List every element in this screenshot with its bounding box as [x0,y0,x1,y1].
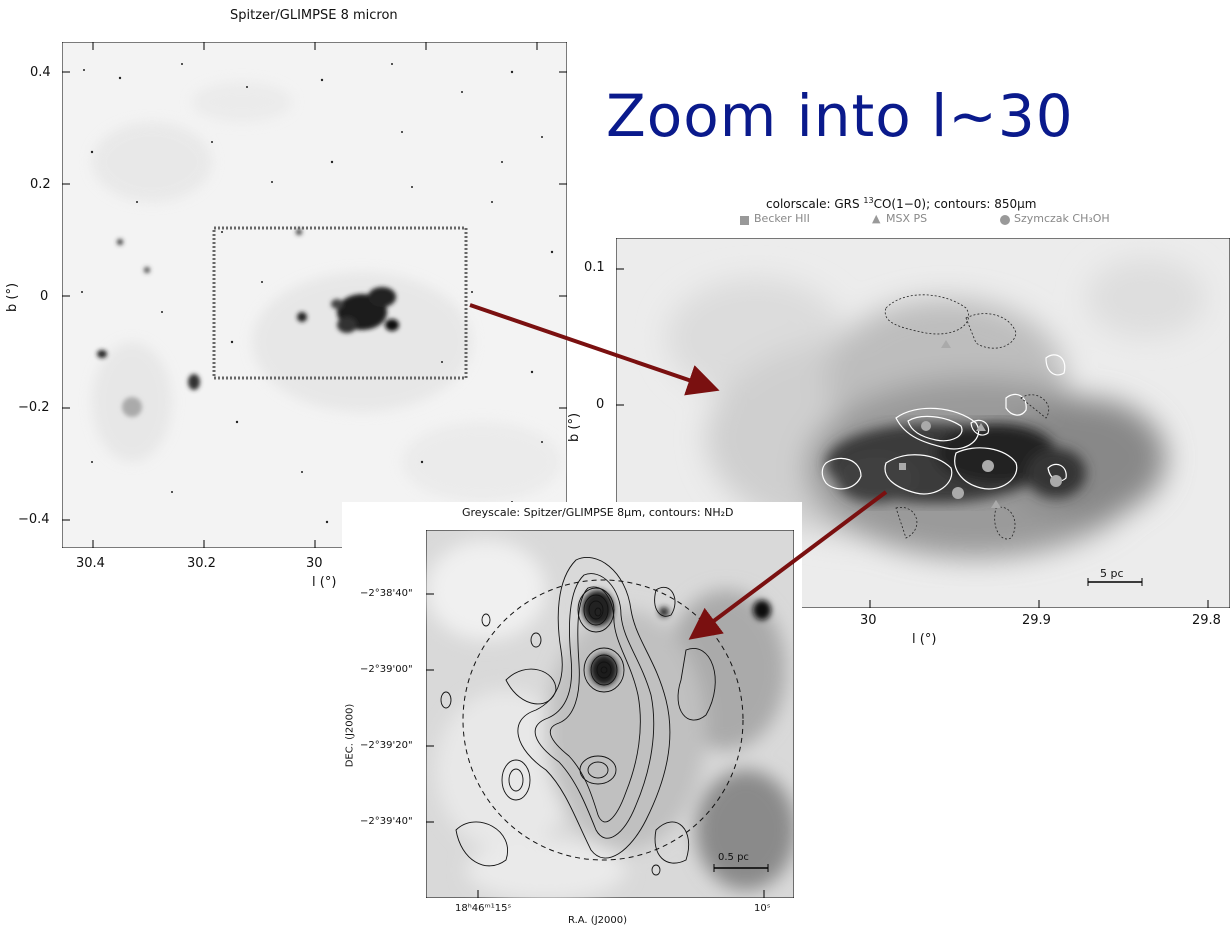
left-x-label: l (°) [312,575,337,590]
bottom-x-tick-1: 18ʰ46ᵐ¹15ˢ [455,903,512,914]
legend-szymczak-label: Szymczak CH₃OH [1014,212,1110,225]
left-y-tick-4: −0.2 [18,400,50,415]
left-panel-image [62,42,567,548]
legend-becker-label: Becker HII [754,212,810,225]
bottom-x-label: R.A. (J2000) [568,915,627,926]
left-y-tick-5: −0.4 [18,512,50,527]
left-x-tick-3: 30 [306,556,323,571]
right-panel-image [616,238,1230,608]
bottom-y-tick-4: −2°39'40" [360,816,413,827]
legend-circle-icon [1000,215,1010,225]
left-y-tick-2: 0.2 [30,177,51,192]
right-y-tick-2: 0 [596,397,605,412]
right-y-tick-1: 0.1 [584,260,605,275]
right-x-tick-3: 29.8 [1192,613,1221,628]
left-x-tick-1: 30.4 [76,556,105,571]
legend-msx-label: MSX PS [886,212,928,225]
bottom-y-tick-1: −2°38'40" [360,588,413,599]
left-x-tick-2: 30.2 [187,556,216,571]
right-x-tick-2: 29.9 [1022,613,1051,628]
right-scalebar-label: 5 pc [1100,567,1124,580]
bottom-panel-title: Greyscale: Spitzer/GLIMPSE 8μm, contours… [462,506,734,519]
bottom-y-tick-3: −2°39'20" [360,740,413,751]
right-panel-title: colorscale: GRS 13CO(1−0); contours: 850… [766,196,1036,211]
right-title-prefix: colorscale: GRS [766,197,864,211]
bottom-scalebar-label: 0.5 pc [718,852,749,863]
legend-triangle-icon: ▲ [872,212,881,225]
left-panel-title: Spitzer/GLIMPSE 8 micron [230,8,398,23]
left-y-tick-1: 0.4 [30,65,51,80]
slide-title: Zoom into l~30 [606,82,1074,150]
right-legend: Becker HII ▲ MSX PS Szymczak CH₃OH [740,212,1160,230]
right-x-tick-1: 30 [860,613,877,628]
legend-square-icon [740,216,749,225]
left-y-tick-3: 0 [40,289,49,304]
left-y-label: b (°) [5,282,21,313]
bottom-x-tick-2: 10ˢ [754,903,771,914]
bottom-y-label: DEC. (J2000) [344,703,356,768]
right-title-superscript: 13 [863,196,874,205]
right-title-suffix: CO(1−0); contours: 850μm [873,197,1037,211]
bottom-panel-image [426,530,794,898]
bottom-y-tick-2: −2°39'00" [360,664,413,675]
right-y-label: b (°) [567,412,583,443]
right-x-label: l (°) [912,632,937,647]
